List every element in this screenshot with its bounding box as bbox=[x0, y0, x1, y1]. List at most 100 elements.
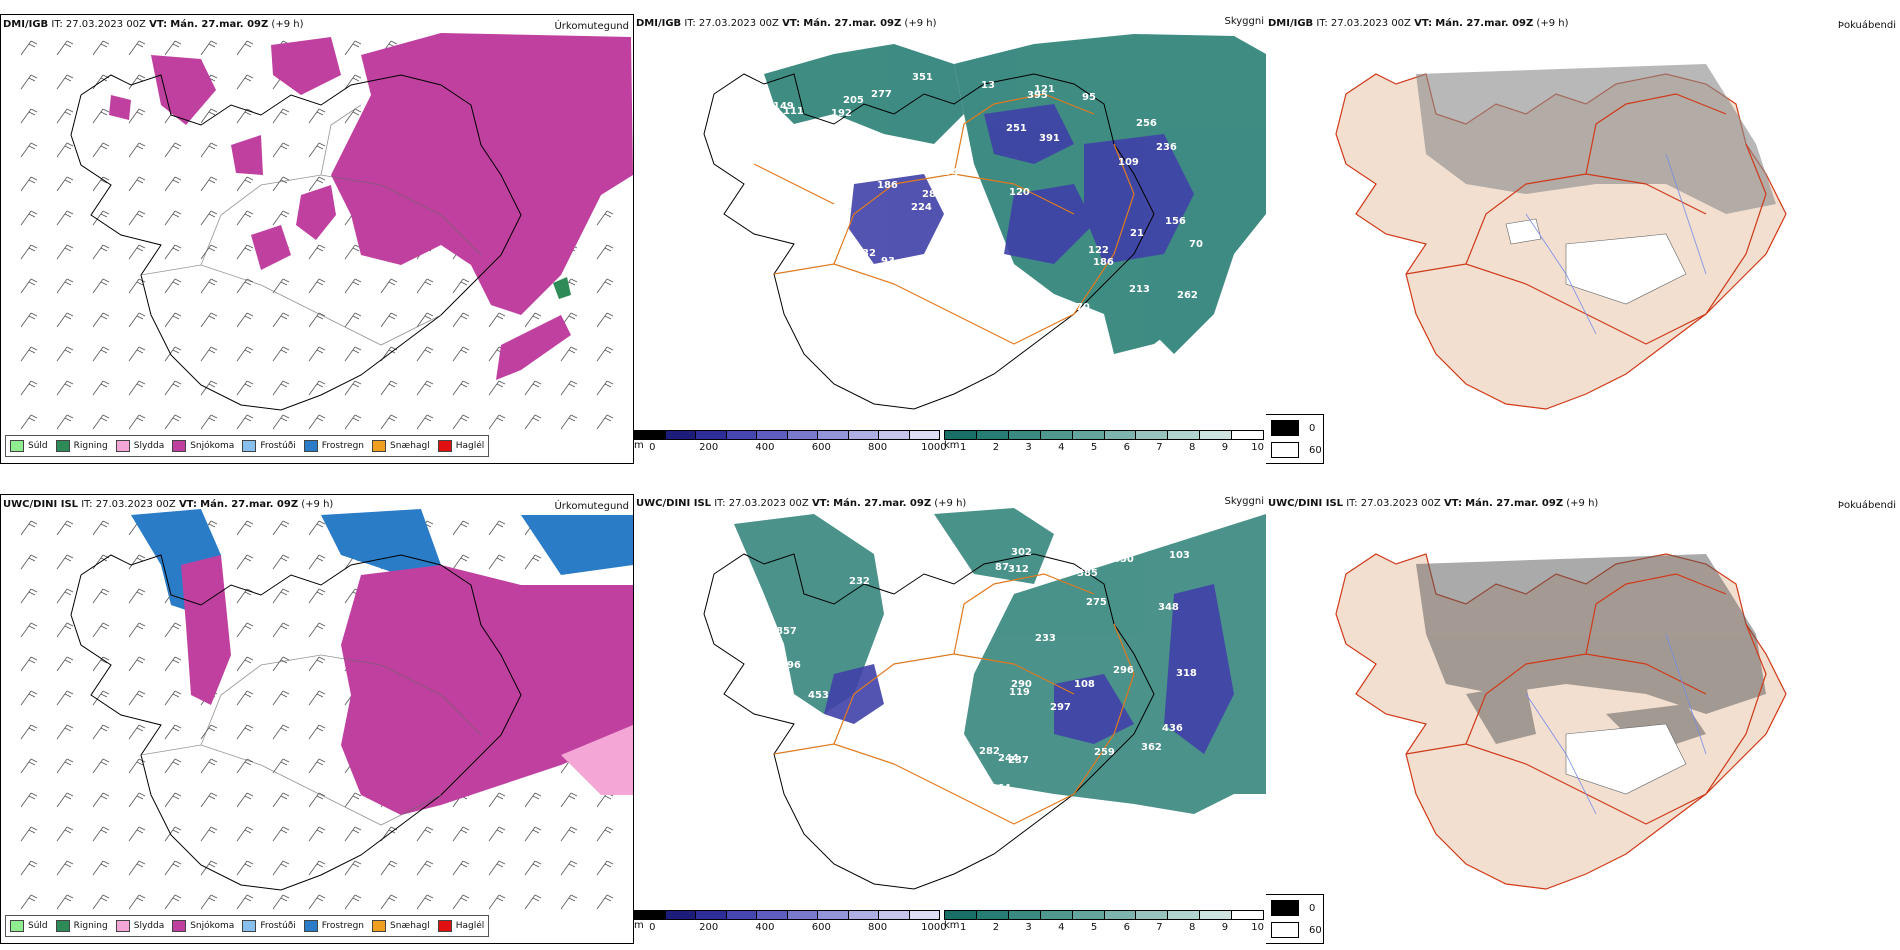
wind-barb bbox=[272, 656, 290, 672]
wind-barb bbox=[236, 690, 254, 706]
colorbar-segment bbox=[1232, 431, 1264, 439]
legend-item: Frostregn bbox=[303, 440, 364, 452]
valid-time-label: VT: bbox=[811, 498, 830, 509]
wind-barb bbox=[128, 380, 146, 396]
wind-barb bbox=[596, 380, 614, 396]
legend-item: Rigning bbox=[55, 440, 108, 452]
wind-barb bbox=[380, 312, 398, 328]
wind-barb bbox=[20, 826, 38, 842]
wind-barb bbox=[344, 826, 362, 842]
wind-barb bbox=[56, 40, 74, 56]
wind-barb bbox=[488, 860, 506, 876]
wind-barb bbox=[452, 278, 470, 294]
legend-item: Slydda bbox=[115, 920, 164, 932]
ceiling-value-label: 450 bbox=[1113, 554, 1134, 565]
scale-tick-label: 3 bbox=[1025, 922, 1032, 933]
scale-tick-label: 0 bbox=[649, 922, 656, 933]
wind-barb bbox=[56, 724, 74, 740]
fog-legend-high-swatch bbox=[1271, 420, 1299, 436]
scale-tick-label: 400 bbox=[755, 442, 775, 453]
colorbar-segment bbox=[1136, 911, 1169, 919]
wind-barb bbox=[236, 312, 254, 328]
ceiling-value-label: 213 bbox=[1129, 284, 1150, 295]
colorbar-segment bbox=[757, 911, 788, 919]
scale-tick-label: 600 bbox=[811, 922, 831, 933]
ceiling-value-label: 119 bbox=[1009, 687, 1030, 698]
scale-tick-label: 1 bbox=[960, 922, 967, 933]
ceiling-value-label: 196 bbox=[780, 660, 801, 671]
wind-barb bbox=[20, 414, 38, 430]
wind-barb bbox=[56, 588, 74, 604]
legend-item: Snæhagl bbox=[372, 920, 430, 932]
legend-swatch bbox=[372, 440, 387, 452]
wind-barb bbox=[92, 312, 110, 328]
wind-barb bbox=[380, 894, 398, 910]
ceiling-value-label: 149 bbox=[773, 101, 794, 112]
fog-legend-low-swatch bbox=[1271, 442, 1299, 458]
legend-item: Slydda bbox=[115, 440, 164, 452]
ceiling-value-label: 292 bbox=[960, 785, 981, 796]
wind-barb bbox=[20, 210, 38, 226]
wind-barb bbox=[200, 40, 218, 56]
fog-panel-row2: UWC/DINI ISL IT: 27.03.2023 00Z VT: Mán.… bbox=[1266, 494, 1900, 944]
wind-barb bbox=[56, 520, 74, 536]
wind-barb bbox=[560, 380, 578, 396]
legend-item: Súld bbox=[10, 920, 48, 932]
fog-legend-low-swatch bbox=[1271, 922, 1299, 938]
ceiling-value-label: 235 bbox=[988, 290, 1009, 301]
lead-time: (+9 h) bbox=[301, 499, 334, 510]
ceiling-value-label: 405 bbox=[770, 706, 791, 717]
legend-swatch bbox=[55, 920, 70, 932]
wind-barb bbox=[272, 278, 290, 294]
wind-barb bbox=[308, 520, 326, 536]
colorbar-segment bbox=[757, 431, 788, 439]
wind-barb bbox=[272, 860, 290, 876]
lead-time: (+9 h) bbox=[1566, 498, 1599, 509]
wind-barb bbox=[308, 554, 326, 570]
wind-barb bbox=[56, 380, 74, 396]
wind-barb bbox=[20, 656, 38, 672]
wind-barb bbox=[308, 894, 326, 910]
wind-barb bbox=[128, 244, 146, 260]
wind-barb bbox=[92, 278, 110, 294]
lead-time: (+9 h) bbox=[904, 18, 937, 29]
wind-barb bbox=[344, 108, 362, 124]
ceiling-scale: 0 200 400 600 800 1000 m bbox=[634, 430, 947, 464]
wind-barb bbox=[92, 244, 110, 260]
ceiling-value-label: 244 bbox=[998, 753, 1019, 764]
wind-barb bbox=[272, 346, 290, 362]
legend-swatch bbox=[115, 440, 130, 452]
wind-barb bbox=[416, 414, 434, 430]
valid-time-label: VT: bbox=[149, 19, 168, 30]
wind-barb bbox=[20, 380, 38, 396]
wind-barb bbox=[488, 554, 506, 570]
wind-barb bbox=[344, 74, 362, 90]
wind-barb bbox=[380, 380, 398, 396]
wind-barb bbox=[272, 414, 290, 430]
wind-barb bbox=[128, 40, 146, 56]
colorbar-segment bbox=[976, 911, 1009, 919]
wind-barb bbox=[92, 346, 110, 362]
ceiling-value-label: 192 bbox=[831, 108, 852, 119]
wind-barb bbox=[308, 244, 326, 260]
colorbar-segment bbox=[726, 911, 757, 919]
wind-barb bbox=[128, 74, 146, 90]
scale-tick-label: 5 bbox=[1090, 922, 1098, 933]
colorbar-segment bbox=[1072, 431, 1105, 439]
wind-barb bbox=[308, 346, 326, 362]
colorbar-segment bbox=[909, 911, 939, 919]
wind-barb bbox=[272, 792, 290, 808]
panel-header: DMI/IGB IT: 27.03.2023 00Z VT: Mán. 27.m… bbox=[636, 18, 936, 29]
panel-title: Úrkomutegund bbox=[554, 21, 629, 32]
fog-legend-high: 0 bbox=[1309, 422, 1316, 434]
legend-item: Haglél bbox=[437, 440, 484, 452]
ceiling-value-label: 122 bbox=[1088, 245, 1109, 256]
scale-tick-label: 200 bbox=[699, 442, 719, 453]
legend-swatch bbox=[115, 920, 130, 932]
legend-item: Súld bbox=[10, 440, 48, 452]
colorbar-segment bbox=[818, 431, 849, 439]
ceiling-value-label: 199 bbox=[960, 196, 981, 207]
wind-barb bbox=[272, 826, 290, 842]
scale-tick-label: 6 bbox=[1123, 442, 1130, 453]
